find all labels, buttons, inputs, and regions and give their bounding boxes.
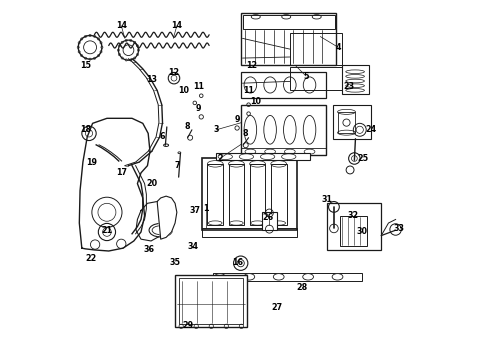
Bar [242, 148, 326, 155]
Text: 15: 15 [80, 61, 91, 70]
Ellipse shape [303, 274, 314, 280]
Text: 21: 21 [101, 226, 113, 235]
Bar [290, 67, 342, 90]
Bar [179, 278, 243, 324]
Text: 4: 4 [336, 43, 341, 52]
Bar [207, 164, 223, 225]
Text: 35: 35 [170, 258, 181, 267]
Ellipse shape [332, 274, 343, 280]
Bar [262, 212, 276, 230]
Text: 8: 8 [185, 122, 191, 131]
Text: 17: 17 [116, 168, 127, 177]
Text: 27: 27 [272, 303, 283, 312]
Text: 14: 14 [116, 21, 127, 30]
Text: 34: 34 [188, 242, 198, 251]
Text: 23: 23 [343, 82, 355, 91]
Text: 36: 36 [144, 246, 154, 255]
Text: 1: 1 [203, 204, 208, 213]
Text: 22: 22 [85, 255, 97, 264]
Text: 24: 24 [365, 125, 376, 134]
Bar [243, 15, 335, 30]
Bar [175, 275, 247, 327]
Text: 7: 7 [174, 161, 180, 170]
Text: 9: 9 [196, 104, 201, 113]
Text: 3: 3 [214, 125, 219, 134]
Text: 33: 33 [393, 224, 405, 233]
Bar [242, 72, 326, 98]
Text: 25: 25 [358, 154, 369, 163]
Text: 18: 18 [80, 125, 91, 134]
Bar [290, 33, 342, 65]
Text: 31: 31 [322, 195, 333, 204]
Bar [327, 203, 381, 250]
Text: 6: 6 [160, 132, 165, 141]
Ellipse shape [244, 274, 255, 280]
Text: 14: 14 [172, 21, 182, 30]
Text: 11: 11 [243, 86, 254, 95]
Text: 28: 28 [297, 283, 308, 292]
Text: 19: 19 [86, 158, 97, 167]
Text: 10: 10 [178, 86, 190, 95]
Ellipse shape [215, 274, 225, 280]
Text: 30: 30 [356, 228, 367, 237]
Text: 11: 11 [193, 82, 204, 91]
Ellipse shape [273, 274, 284, 280]
Text: 9: 9 [235, 114, 241, 123]
Text: 13: 13 [146, 75, 157, 84]
Bar [338, 112, 355, 134]
Text: 12: 12 [168, 68, 179, 77]
Bar [202, 158, 297, 230]
Text: 2: 2 [217, 154, 223, 163]
Bar [271, 164, 287, 225]
Polygon shape [157, 196, 177, 239]
Text: 12: 12 [246, 61, 258, 70]
Text: 37: 37 [189, 206, 200, 215]
Text: 16: 16 [232, 258, 244, 267]
Text: 29: 29 [182, 321, 193, 330]
Text: 26: 26 [263, 213, 274, 222]
Bar [342, 65, 368, 94]
Text: 5: 5 [303, 72, 309, 81]
Text: 20: 20 [146, 179, 157, 188]
Bar [242, 13, 337, 65]
Bar [228, 164, 245, 225]
Bar [216, 153, 310, 160]
Bar [340, 216, 367, 246]
Text: 8: 8 [242, 129, 248, 138]
Bar [333, 105, 370, 139]
Bar [213, 273, 362, 282]
Bar [202, 228, 297, 237]
Bar [242, 105, 326, 155]
Bar [250, 164, 266, 225]
Text: 10: 10 [250, 96, 261, 105]
Text: 32: 32 [347, 211, 358, 220]
